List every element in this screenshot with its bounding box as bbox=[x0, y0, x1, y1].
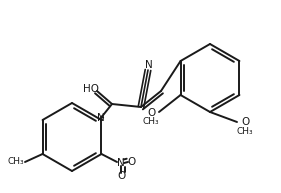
Text: HO: HO bbox=[83, 84, 99, 94]
Text: N: N bbox=[97, 113, 105, 123]
Text: CH₃: CH₃ bbox=[8, 157, 24, 167]
Text: O: O bbox=[117, 171, 125, 181]
Text: CH₃: CH₃ bbox=[143, 117, 159, 125]
Text: CH₃: CH₃ bbox=[237, 126, 253, 135]
Text: O: O bbox=[147, 108, 155, 118]
Text: N: N bbox=[117, 158, 125, 168]
Text: N: N bbox=[145, 60, 153, 70]
Text: O: O bbox=[127, 157, 135, 167]
Text: O: O bbox=[241, 117, 249, 127]
